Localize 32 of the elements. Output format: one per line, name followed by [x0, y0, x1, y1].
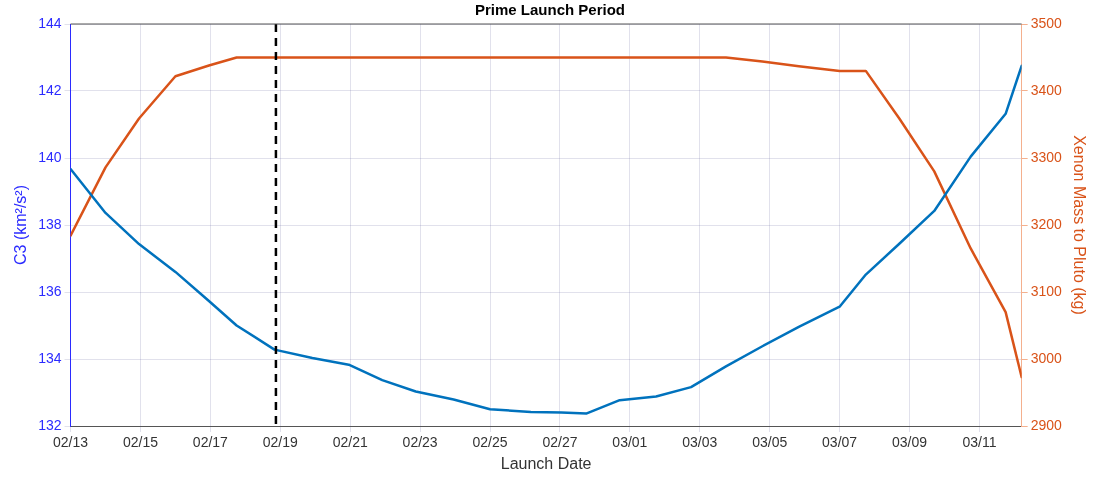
x-tick-label: 02/21: [332, 434, 368, 451]
y-tick-label: 140: [38, 148, 62, 165]
x-tick-label: 03/03: [682, 434, 718, 451]
x-tick-label: 02/25: [472, 434, 508, 451]
x-tick-label: 02/27: [542, 434, 578, 451]
y-tick-label: 134: [38, 349, 62, 366]
x-tick-label: 02/19: [262, 434, 299, 451]
y2-axis-title: Xenon Mass to Pluto (kg): [1070, 135, 1088, 315]
y2-tick-label: 3100: [1030, 282, 1063, 299]
y2-tick-label: 3500: [1030, 14, 1063, 31]
y-tick-label: 138: [38, 215, 62, 232]
x-tick-label: 02/13: [53, 434, 89, 451]
x-tick-label: 03/01: [612, 434, 648, 451]
y-tick-label: 144: [38, 14, 62, 31]
y-axis-title: C3 (km²/s²): [12, 185, 30, 265]
y-tick-label: 132: [38, 416, 62, 433]
y2-tick-label: 3000: [1030, 349, 1063, 366]
x-tick-label: 02/23: [402, 434, 438, 451]
x-tick-label: 03/09: [891, 434, 928, 451]
x-tick-label: 03/11: [962, 434, 997, 451]
y-tick-label: 136: [38, 282, 62, 299]
x-tick-label: 02/17: [192, 434, 229, 451]
y-tick-label: 142: [38, 81, 62, 98]
y2-tick-label: 3300: [1030, 148, 1063, 165]
x-tick-label: 02/15: [122, 434, 159, 451]
x-axis-title: Launch Date: [500, 454, 592, 472]
x-tick-label: 03/05: [752, 434, 788, 451]
y2-tick-label: 2900: [1030, 416, 1063, 433]
x-tick-label: 03/07: [822, 434, 858, 451]
y2-tick-label: 3400: [1030, 81, 1063, 98]
chart-title: Prime Launch Period: [474, 1, 626, 19]
y2-tick-label: 3200: [1030, 215, 1063, 232]
